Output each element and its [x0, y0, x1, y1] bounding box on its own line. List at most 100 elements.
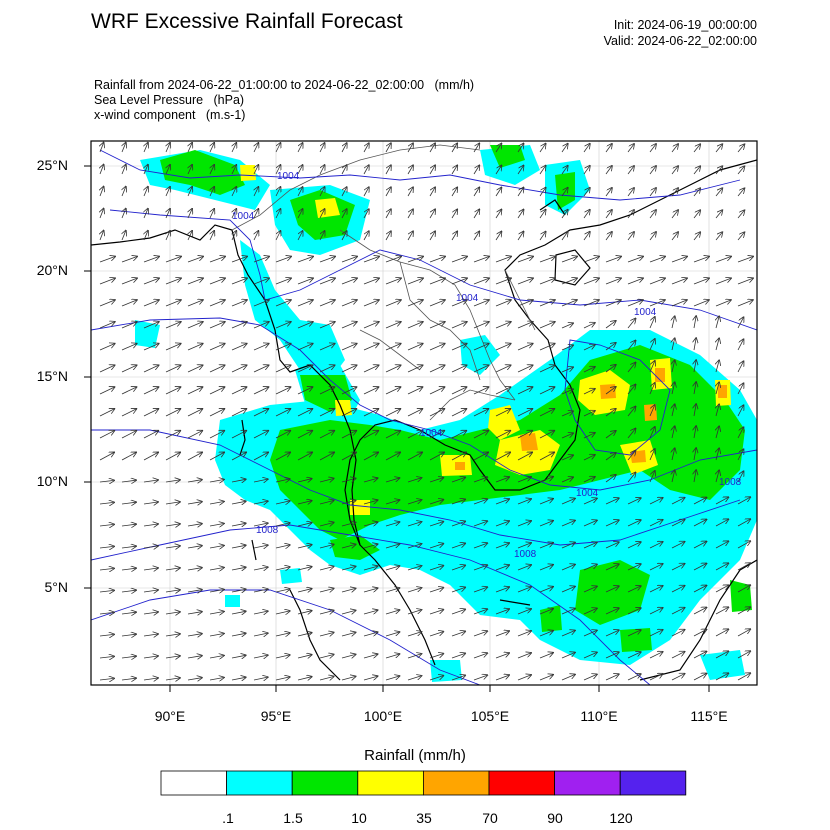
wind-arrow [99, 387, 114, 395]
wind-arrow [451, 587, 465, 593]
wind-arrow [165, 300, 181, 307]
wind-arrow [649, 166, 656, 175]
wind-arrow [143, 278, 159, 285]
wind-arrow [188, 187, 192, 197]
wind-arrow [473, 587, 487, 593]
wind-arrow [297, 479, 312, 482]
wind-arrow [561, 521, 575, 527]
wind-arrow [672, 470, 675, 483]
wind-arrow [143, 344, 159, 351]
wind-arrow [254, 165, 258, 175]
slp-description: Sea Level Pressure (hPa) [94, 93, 245, 107]
wind-arrow [341, 365, 357, 373]
wind-arrow [671, 630, 685, 637]
wind-arrow [583, 367, 595, 373]
wind-arrow [165, 365, 181, 373]
wind-arrow [561, 367, 573, 373]
wind-arrow [451, 431, 466, 439]
wind-arrow [253, 545, 268, 548]
wind-arrow [693, 166, 700, 175]
wind-arrow [275, 567, 290, 570]
wind-arrow [341, 522, 356, 526]
wind-arrow [275, 322, 291, 329]
wind-arrow [539, 322, 555, 329]
wind-arrow [649, 144, 656, 153]
wind-arrow [672, 382, 675, 395]
wind-arrow [451, 387, 466, 395]
wind-arrow [407, 500, 421, 505]
isobar-label: 1004 [576, 488, 599, 499]
wind-arrow [319, 257, 335, 263]
colorbar-label: 120 [609, 810, 633, 826]
wind-arrow [517, 609, 531, 615]
wind-arrow [627, 363, 636, 373]
field-description: Rainfall from 2024-06-22_01:00:00 to 202… [94, 78, 474, 123]
wind-arrow [187, 502, 202, 504]
wind-arrow [451, 344, 467, 351]
wind-arrow [407, 654, 421, 659]
wind-arrow [649, 652, 663, 659]
wind-arrow [627, 451, 636, 461]
wind-arrow [143, 300, 159, 307]
wind-arrow [693, 542, 706, 549]
wind-arrow [539, 675, 553, 681]
wind-arrow [605, 475, 616, 483]
wind-arrow [276, 143, 281, 153]
lon-label-100e: 100°E [363, 708, 403, 724]
wind-arrow [627, 630, 641, 637]
wind-arrow [188, 165, 192, 175]
wind-arrow [495, 452, 510, 461]
wind-arrow [495, 322, 511, 329]
wind-arrow [165, 590, 180, 592]
wind-arrow [122, 209, 126, 219]
wind-arrow [539, 653, 553, 659]
wind-arrow [429, 544, 443, 549]
wind-arrow [407, 322, 423, 329]
wind-arrow [275, 452, 290, 461]
wind-arrow [319, 322, 335, 329]
wind-arrow [583, 608, 597, 615]
wind-arrow [737, 519, 750, 527]
wind-arrow [99, 480, 114, 482]
wind-arrow [210, 231, 214, 241]
wind-arrow [143, 612, 158, 614]
wind-arrow [539, 387, 554, 395]
wind-arrow [495, 344, 511, 351]
wind-arrow [341, 187, 347, 197]
wind-arrow [341, 654, 356, 658]
wind-arrow [451, 210, 457, 219]
wind-arrow [583, 323, 595, 329]
wind-arrow [715, 563, 728, 571]
wind-arrow [187, 344, 203, 351]
wind-arrow [210, 165, 214, 175]
wind-arrow [187, 568, 202, 570]
wind-arrow [737, 257, 753, 263]
wind-arrow [539, 278, 555, 285]
wind-arrow [99, 524, 114, 526]
wind-arrow [627, 385, 636, 395]
wind-arrow [319, 387, 334, 395]
wind-arrow [297, 300, 313, 307]
wind-arrow [232, 209, 236, 219]
wind-arrow [363, 165, 369, 175]
wind-arrow [143, 431, 158, 439]
wind-arrow [363, 588, 378, 592]
wind-arrow [275, 677, 290, 680]
wind-arrow [451, 232, 457, 241]
wind-arrow [121, 546, 136, 548]
wind-arrow [429, 610, 443, 615]
wind-arrow [297, 633, 312, 636]
wind-arrow [649, 471, 655, 483]
wind-arrow [100, 209, 104, 219]
wind-arrow [231, 344, 247, 351]
wind-arrow [451, 565, 465, 571]
wind-arrow [716, 470, 719, 483]
wind-arrow [209, 431, 224, 439]
wind-arrow [275, 387, 290, 395]
wind-arrow [737, 278, 753, 285]
wind-arrow [231, 545, 246, 548]
wind-arrow [649, 361, 655, 373]
wind-arrow [451, 653, 465, 659]
wind-arrow [209, 322, 225, 329]
wind-arrow [605, 498, 619, 505]
